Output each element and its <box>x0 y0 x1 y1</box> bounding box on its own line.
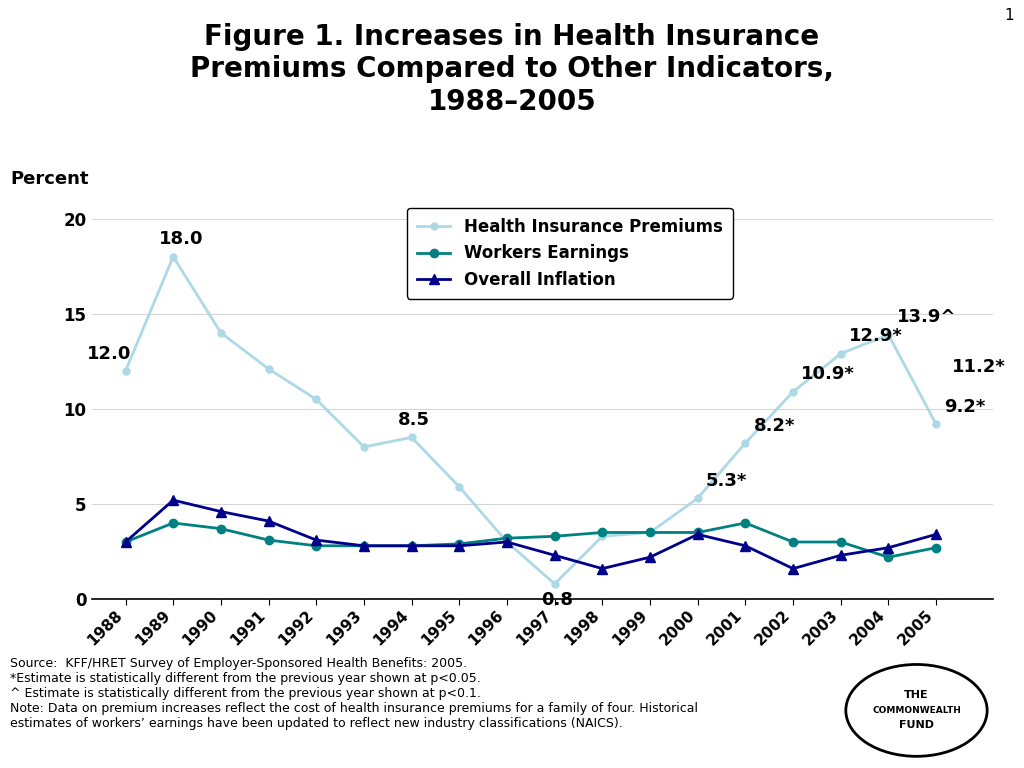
Text: 8.5: 8.5 <box>397 411 430 429</box>
Text: 10.9*: 10.9* <box>802 366 855 383</box>
Text: 12.0: 12.0 <box>87 345 131 362</box>
Text: Source:  KFF/HRET Survey of Employer-Sponsored Health Benefits: 2005.
*Estimate : Source: KFF/HRET Survey of Employer-Spon… <box>10 657 698 730</box>
Legend: Health Insurance Premiums, Workers Earnings, Overall Inflation: Health Insurance Premiums, Workers Earni… <box>408 208 732 299</box>
Text: 8.2*: 8.2* <box>754 417 796 435</box>
Text: 18.0: 18.0 <box>160 230 204 248</box>
Text: 9.2*: 9.2* <box>944 398 986 415</box>
Text: FUND: FUND <box>899 720 934 730</box>
Text: 1: 1 <box>1005 8 1014 23</box>
Text: 12.9*: 12.9* <box>849 327 903 346</box>
Text: COMMONWEALTH: COMMONWEALTH <box>872 706 961 715</box>
Text: 5.3*: 5.3* <box>706 472 748 490</box>
Text: 11.2*: 11.2* <box>952 359 1007 376</box>
Text: 13.9^: 13.9^ <box>897 309 956 326</box>
Text: 0.8: 0.8 <box>541 591 572 609</box>
Text: Figure 1. Increases in Health Insurance
Premiums Compared to Other Indicators,
1: Figure 1. Increases in Health Insurance … <box>190 23 834 116</box>
Text: Percent: Percent <box>10 170 89 188</box>
Text: THE: THE <box>904 690 929 700</box>
